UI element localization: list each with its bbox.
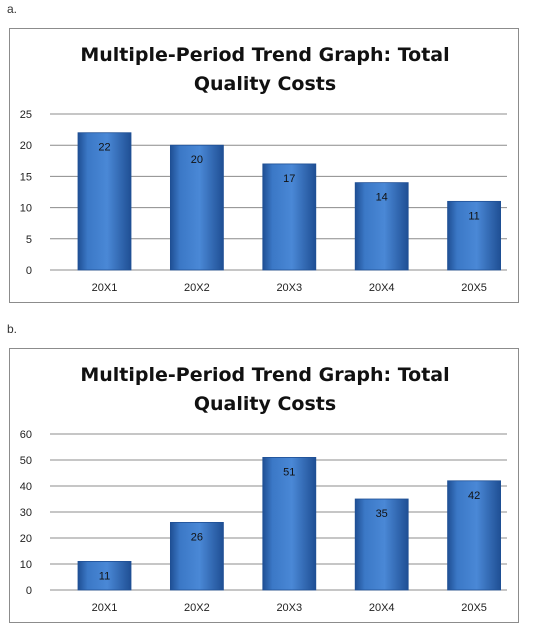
chart-b-bar bbox=[77, 560, 132, 591]
chart-b-category-label: 20X4 bbox=[369, 602, 395, 614]
chart-a-y-tick-label: 10 bbox=[20, 203, 32, 215]
chart-b-data-label: 42 bbox=[468, 490, 480, 502]
chart-a-y-tick-label: 0 bbox=[26, 265, 32, 277]
chart-a-bar bbox=[447, 200, 502, 271]
chart-a-category-label: 20X4 bbox=[369, 282, 395, 294]
chart-a-category-label: 20X2 bbox=[184, 282, 210, 294]
chart-a-y-tick-label: 5 bbox=[26, 234, 32, 246]
chart-b-bars bbox=[77, 457, 502, 591]
chart-b-data-label: 51 bbox=[283, 466, 295, 478]
part-a-label: a. bbox=[7, 2, 18, 16]
chart-b-bar bbox=[354, 498, 409, 591]
chart-a-y-axis: 0 5 10 15 20 25 bbox=[20, 109, 32, 277]
chart-b-x-axis: 20X1 20X2 20X3 20X4 20X5 bbox=[92, 602, 487, 614]
chart-a-y-tick-label: 15 bbox=[20, 171, 32, 183]
chart-a-data-label: 20 bbox=[191, 154, 203, 166]
chart-a-title-line-2: Quality Costs bbox=[194, 73, 336, 95]
chart-b-y-axis: 0 10 20 30 40 50 60 bbox=[20, 429, 32, 597]
part-b-label: b. bbox=[7, 322, 18, 336]
chart-a-bar bbox=[77, 132, 132, 271]
chart-a-data-label: 14 bbox=[376, 192, 388, 204]
chart-a-data-labels: 22 20 17 14 11 bbox=[98, 142, 479, 223]
chart-a-bar bbox=[169, 144, 224, 271]
chart-a-data-label: 11 bbox=[468, 210, 479, 222]
chart-b-title-line-2: Quality Costs bbox=[194, 393, 336, 415]
chart-a-canvas: Multiple-Period Trend Graph: Total Quali… bbox=[20, 44, 507, 294]
chart-b-category-label: 20X1 bbox=[92, 602, 118, 614]
chart-b-y-tick-label: 0 bbox=[26, 585, 32, 597]
chart-b-y-tick-label: 50 bbox=[20, 455, 32, 467]
chart-b-category-label: 20X3 bbox=[276, 602, 302, 614]
chart-b-bar bbox=[262, 457, 317, 591]
chart-a-data-label: 22 bbox=[98, 142, 110, 154]
chart-a-title-line-1: Multiple-Period Trend Graph: Total bbox=[80, 44, 449, 66]
chart-a-bar bbox=[354, 182, 409, 271]
chart-a-bars bbox=[77, 132, 502, 271]
chart-b-title-line-1: Multiple-Period Trend Graph: Total bbox=[80, 364, 449, 386]
chart-b-y-tick-label: 10 bbox=[20, 559, 32, 571]
chart-b-data-label: 26 bbox=[191, 531, 203, 543]
chart-b-y-tick-label: 60 bbox=[20, 429, 32, 441]
chart-a-x-axis: 20X1 20X2 20X3 20X4 20X5 bbox=[92, 282, 487, 294]
chart-b-y-tick-label: 40 bbox=[20, 481, 32, 493]
chart-b-bar bbox=[447, 480, 502, 591]
chart-a-y-tick-label: 25 bbox=[20, 109, 32, 121]
chart-a-category-label: 20X3 bbox=[276, 282, 302, 294]
chart-a-bar bbox=[262, 163, 317, 271]
chart-b-data-label: 11 bbox=[99, 570, 110, 582]
chart-b-y-tick-label: 30 bbox=[20, 507, 32, 519]
chart-b-canvas: Multiple-Period Trend Graph: Total Quali… bbox=[20, 364, 507, 614]
chart-a-y-tick-label: 20 bbox=[20, 140, 32, 152]
chart-a: Multiple-Period Trend Graph: Total Quali… bbox=[9, 28, 519, 303]
chart-b-data-labels: 11 26 51 35 42 bbox=[99, 466, 480, 582]
chart-a-category-label: 20X1 bbox=[92, 282, 118, 294]
chart-b-category-label: 20X2 bbox=[184, 602, 210, 614]
chart-a-category-label: 20X5 bbox=[461, 282, 487, 294]
chart-a-data-label: 17 bbox=[283, 173, 295, 185]
chart-b-data-label: 35 bbox=[376, 508, 388, 520]
chart-b-bar bbox=[169, 521, 224, 591]
chart-b: Multiple-Period Trend Graph: Total Quali… bbox=[9, 348, 519, 623]
chart-b-y-tick-label: 20 bbox=[20, 533, 32, 545]
chart-b-category-label: 20X5 bbox=[461, 602, 487, 614]
